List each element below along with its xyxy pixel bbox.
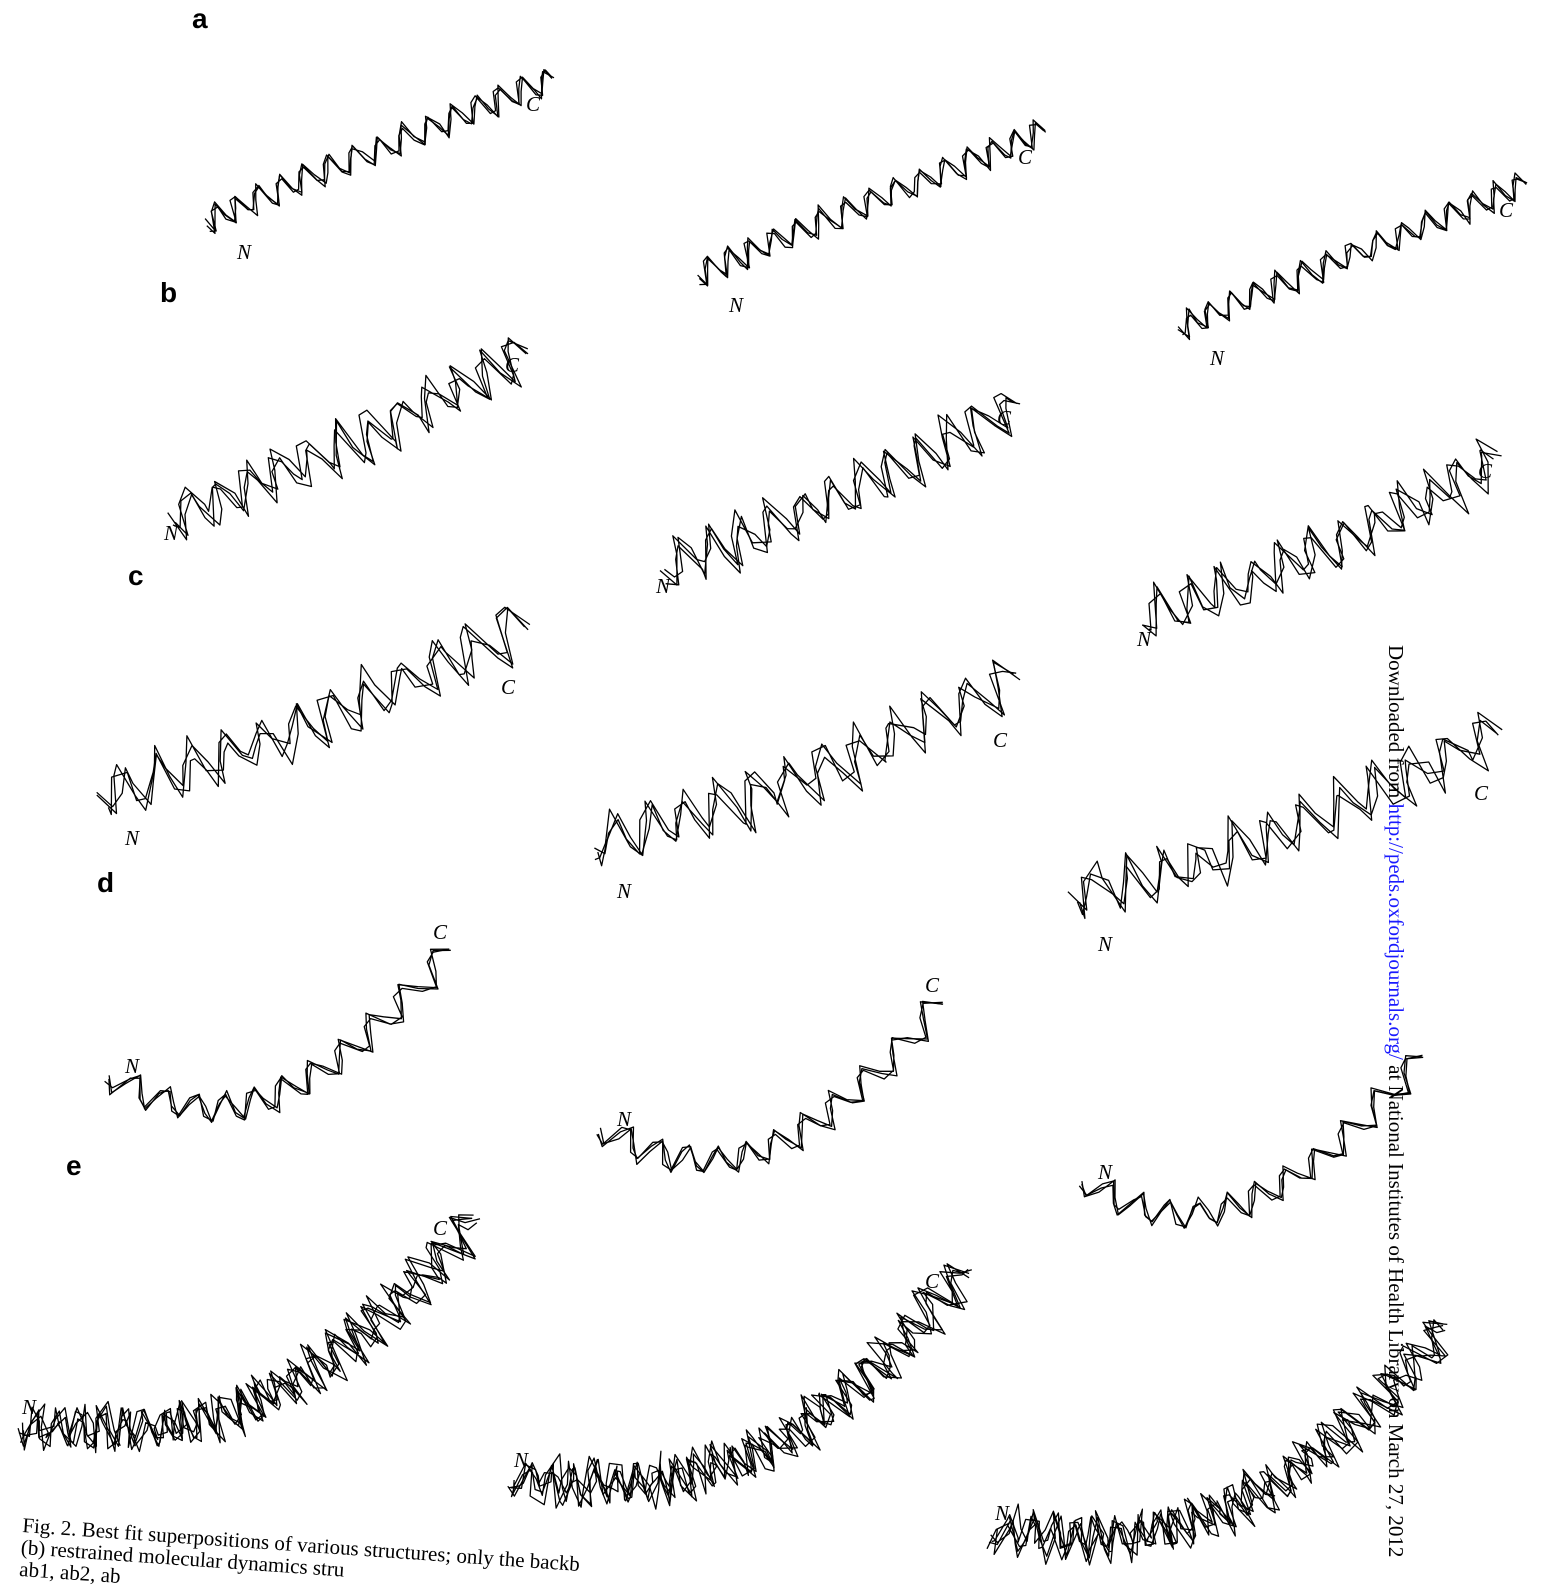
c-terminus-label: C	[1478, 459, 1493, 483]
n-terminus-label: N	[513, 1448, 529, 1472]
backbone-trace	[664, 398, 1012, 577]
backbone-trace	[987, 1326, 1445, 1554]
backbone-trace	[97, 607, 528, 813]
backbone-trace	[1183, 179, 1527, 335]
backbone-trace	[595, 662, 1014, 859]
backbone-trace	[1149, 452, 1502, 630]
backbone-trace	[105, 949, 450, 1121]
panel-label: e	[66, 1150, 82, 1181]
panel-label: a	[192, 3, 208, 34]
n-terminus-label: N	[124, 826, 140, 850]
backbone-trace	[509, 1265, 969, 1509]
panel-label: d	[97, 867, 114, 898]
c-terminus-label: C	[1474, 781, 1489, 805]
c-terminus-label: C	[925, 1269, 940, 1293]
backbone-trace	[699, 125, 1043, 285]
panel-label: c	[128, 560, 144, 591]
backbone-trace	[173, 342, 528, 527]
backbone-trace	[514, 1264, 969, 1506]
backbone-trace	[207, 72, 554, 234]
backbone-trace	[666, 394, 1017, 585]
backbone-trace	[698, 123, 1046, 286]
n-terminus-label: N	[728, 293, 744, 317]
backbone-trace	[175, 341, 528, 536]
backbone-trace	[108, 607, 530, 814]
backbone-trace	[508, 1269, 968, 1506]
caption: Fig. 2. Best fit superpositions of vario…	[19, 1513, 581, 1596]
n-terminus-label: N	[163, 521, 179, 545]
backbone-trace	[699, 120, 1045, 286]
backbone-trace	[597, 1002, 943, 1171]
backbone-trace	[511, 1270, 972, 1508]
n-terminus-label: N	[1097, 932, 1113, 956]
backbone-trace	[994, 1320, 1443, 1564]
figure: aNCNCNCbNCNCNCcNCNCNCdNCNCNeNCNCN Fig. 2…	[0, 0, 1542, 1596]
n-terminus-label: N	[616, 879, 632, 903]
backbone-trace	[1142, 439, 1497, 628]
c-terminus-label: C	[433, 920, 448, 944]
backbone-trace	[598, 660, 1020, 866]
n-terminus-label: N	[655, 574, 671, 598]
c-terminus-label: C	[433, 1216, 448, 1240]
c-terminus-label: C	[505, 353, 520, 377]
watermark-suffix: at National Institutes of Health Library…	[1384, 1060, 1408, 1557]
backbone-trace	[1178, 178, 1527, 340]
n-terminus-label: N	[124, 1054, 140, 1078]
n-terminus-label: N	[236, 240, 252, 264]
c-terminus-label: C	[993, 728, 1008, 752]
page: aNCNCNCbNCNCNCcNCNCNCdNCNCNeNCNCN Fig. 2…	[0, 0, 1542, 1596]
backbone-trace	[23, 1217, 476, 1447]
backbone-trace	[205, 70, 552, 231]
panel-label: b	[160, 277, 177, 308]
c-terminus-label: C	[997, 406, 1012, 430]
backbone-trace	[594, 671, 1016, 854]
backbone-trace	[23, 1215, 473, 1453]
n-terminus-label: N	[21, 1395, 37, 1419]
n-terminus-label: N	[994, 1501, 1010, 1525]
c-terminus-label: C	[526, 92, 541, 116]
watermark-prefix: Downloaded from	[1384, 645, 1408, 804]
backbone-trace	[1079, 1055, 1422, 1227]
backbone-trace	[992, 1326, 1446, 1562]
backbone-trace	[210, 70, 552, 231]
watermark: Downloaded from http://peds.oxfordjourna…	[1384, 645, 1408, 1557]
c-terminus-label: C	[1499, 198, 1514, 222]
n-terminus-label: N	[1136, 627, 1152, 651]
c-terminus-label: C	[501, 675, 516, 699]
c-terminus-label: C	[925, 973, 940, 997]
backbone-trace	[598, 1002, 943, 1173]
watermark-url[interactable]: http://peds.oxfordjournals.org/	[1384, 804, 1408, 1060]
backbone-trace	[512, 1270, 965, 1506]
backbone-trace	[989, 1322, 1448, 1564]
backbone-trace	[1082, 1056, 1422, 1228]
backbone-trace	[1080, 720, 1497, 918]
traces	[18, 70, 1527, 1565]
backbone-trace	[168, 338, 527, 540]
c-terminus-label: C	[1018, 145, 1033, 169]
n-terminus-label: N	[1097, 1160, 1113, 1184]
backbone-trace	[660, 401, 1020, 586]
n-terminus-label: N	[1209, 346, 1225, 370]
n-terminus-label: N	[616, 1107, 632, 1131]
